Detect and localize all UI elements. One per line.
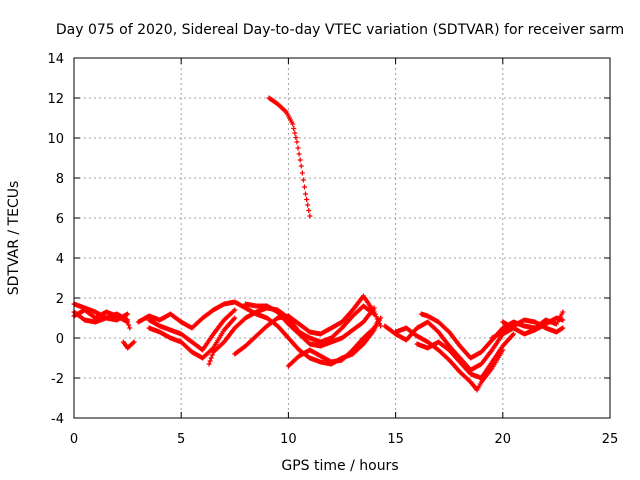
data-point (290, 121, 296, 127)
data-point (303, 191, 309, 197)
data-point (378, 323, 384, 329)
chart-title: Day 075 of 2020, Sidereal Day-to-day VTE… (56, 22, 624, 38)
data-points (71, 95, 566, 393)
data-point (125, 311, 131, 317)
data-point (125, 317, 131, 323)
series-arc-6 (146, 315, 238, 361)
data-point (299, 170, 305, 176)
data-point (206, 361, 212, 367)
series-arc-5 (135, 307, 216, 331)
data-point (297, 157, 303, 163)
data-point (304, 197, 310, 202)
data-point (232, 315, 238, 321)
data-point (127, 325, 133, 331)
data-point (560, 325, 566, 331)
x-tick-label: 25 (602, 432, 619, 447)
series-arc-19 (500, 315, 566, 337)
series-arc-16 (414, 331, 517, 381)
x-tick-label: 20 (495, 432, 512, 447)
data-point (305, 202, 311, 208)
y-tick-label: 6 (56, 212, 64, 227)
series-arc-7 (146, 307, 238, 353)
y-tick-label: 4 (56, 252, 64, 267)
x-tick-label: 5 (177, 432, 185, 447)
data-point (560, 317, 566, 323)
data-point (300, 177, 306, 183)
data-point (306, 208, 312, 213)
data-point (371, 305, 377, 311)
y-tick-label: 8 (56, 172, 64, 187)
x-axis-title: GPS time / hours (281, 458, 398, 474)
data-point (298, 163, 304, 169)
x-tick-label: 0 (70, 432, 78, 447)
data-point (511, 331, 517, 337)
series-arc-4 (120, 339, 137, 351)
data-point (560, 309, 566, 315)
y-tick-label: 2 (56, 292, 64, 307)
y-tick-label: 14 (47, 52, 64, 67)
series-arc-12 (285, 317, 381, 369)
data-point (307, 213, 313, 219)
series-arc-11 (243, 301, 377, 349)
y-tick-label: -4 (51, 412, 64, 427)
y-axis-title: SDTVAR / TECUs (6, 181, 22, 296)
data-point (291, 126, 297, 131)
axis-ticks: 0 5 10 15 20 25 -4 -2 0 2 4 6 8 10 12 14 (47, 52, 618, 447)
data-point (295, 145, 301, 151)
plot-frame (73, 57, 611, 419)
data-point (131, 339, 137, 345)
data-point (293, 135, 299, 140)
data-point (208, 355, 214, 361)
y-tick-label: 0 (56, 332, 64, 347)
grid (74, 58, 610, 418)
data-point (209, 352, 215, 358)
x-tick-label: 10 (280, 432, 297, 447)
data-point (375, 317, 381, 323)
x-tick-label: 15 (387, 432, 404, 447)
y-tick-label: 12 (47, 92, 64, 107)
data-point (296, 151, 302, 157)
data-point (292, 130, 298, 136)
y-tick-label: -2 (51, 372, 64, 387)
data-point (232, 307, 238, 313)
data-point (294, 139, 300, 145)
data-point (126, 322, 132, 328)
data-point (301, 184, 307, 190)
data-point (207, 358, 213, 364)
series-arc-13 (266, 95, 313, 219)
y-tick-label: 10 (47, 132, 64, 147)
